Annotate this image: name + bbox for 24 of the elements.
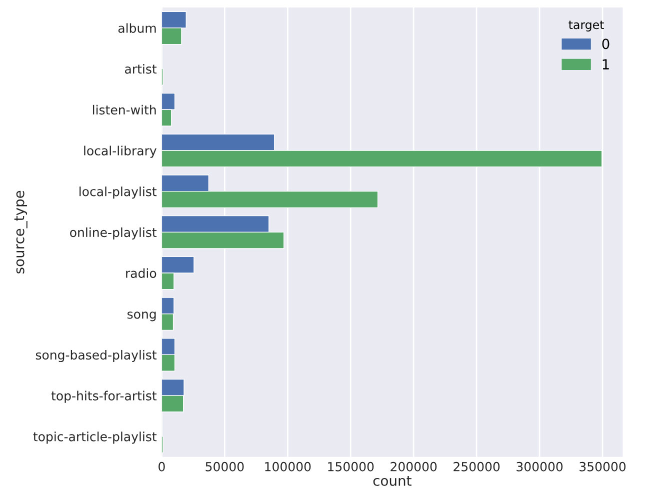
legend-title: target [568,20,604,32]
y-axis-title: source_type [14,190,28,274]
x-tick-label: 200000 [390,462,437,472]
y-tick-label: top-hits-for-artist [51,390,157,403]
x-tick-label: 300000 [516,462,563,472]
x-tick-label: 150000 [328,462,374,472]
y-tick-label: song [127,312,156,322]
y-tick-label: online-playlist [70,227,157,240]
x-tick-label: 350000 [580,462,626,472]
legend-label: 1 [602,59,609,70]
y-tick-label: album [118,23,156,33]
y-tick-label: local-playlist [80,186,157,199]
x-tick-label: 50000 [206,462,244,472]
y-tick-label: topic-article-playlist [33,432,157,444]
y-tick-label: artist [125,64,157,74]
x-tick-label: 0 [158,462,165,472]
y-tick-label: local-library [84,146,156,158]
x-tick-label: 100000 [265,462,311,472]
legend-label: 0 [602,38,610,50]
y-tick-label: radio [126,268,156,278]
y-tick-label: listen-with [93,104,156,115]
x-tick-label: 250000 [454,462,500,472]
y-tick-label: song-based-playlist [36,350,157,362]
x-axis-title: count [373,476,412,486]
